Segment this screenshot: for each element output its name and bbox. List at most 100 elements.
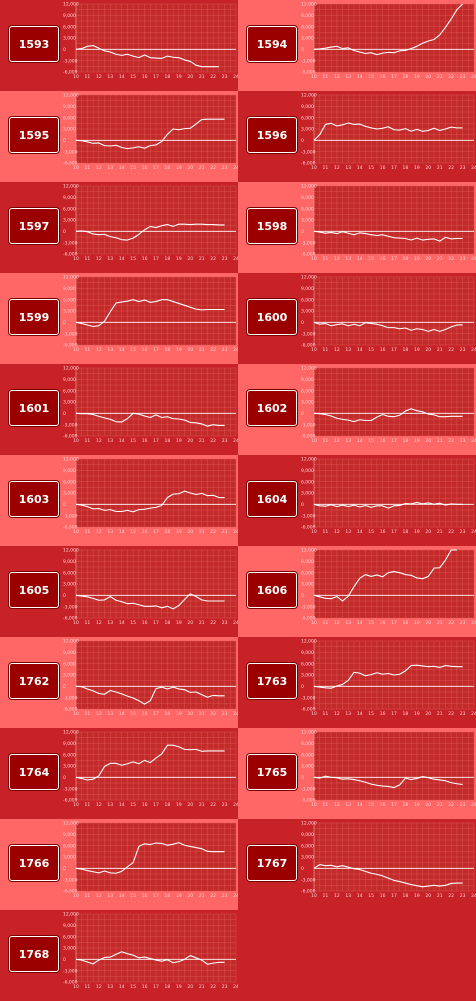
chart-id-button[interactable]: 1606 [247, 572, 297, 608]
y-tick-label: 12,000 [63, 912, 79, 918]
x-tick-label: 23 [460, 165, 466, 171]
chart-id-button[interactable]: 1593 [9, 26, 59, 62]
chart-id-button[interactable]: 1598 [247, 208, 297, 244]
chart-id-button[interactable]: 1596 [247, 117, 297, 153]
x-tick-label: 12 [96, 438, 102, 444]
x-tick-label: 14 [119, 165, 125, 171]
x-tick-label: 23 [460, 802, 466, 808]
y-tick-label: 6,000 [301, 388, 314, 394]
x-tick-label: 10 [73, 620, 79, 626]
series-line [313, 775, 463, 789]
y-tick-label: 0 [301, 138, 304, 144]
chart-id-button[interactable]: 1601 [9, 390, 59, 426]
x-tick-label: 16 [142, 165, 148, 171]
chart-id-button[interactable]: 1765 [247, 754, 297, 790]
chart-id-button[interactable]: 1603 [9, 481, 59, 517]
x-tick-label: 19 [414, 620, 420, 626]
chart-id-button[interactable]: 1599 [9, 299, 59, 335]
y-tick-label: 0 [63, 229, 66, 235]
chart-id-button[interactable]: 1594 [247, 26, 297, 62]
x-tick-label: 15 [130, 74, 136, 80]
chart-cell-1767: 1767 12,000 9,000 6,000 3,000 0 -3,000 -6,000 10… [238, 819, 476, 910]
y-tick-label: 3,000 [301, 855, 314, 861]
y-tick-label: -6,000 [63, 707, 78, 713]
x-tick-label: 21 [199, 620, 205, 626]
y-tick-label: 12,000 [301, 639, 317, 645]
chart-id-button[interactable]: 1605 [9, 572, 59, 608]
x-tick-label: 16 [142, 529, 148, 535]
chart-id-button[interactable]: 1595 [9, 117, 59, 153]
series-line [75, 490, 225, 513]
x-tick-label: 21 [437, 74, 443, 80]
y-tick-label: 3,000 [63, 855, 76, 861]
y-tick-label: -3,000 [63, 422, 78, 428]
y-tick-label: 12,000 [63, 366, 79, 372]
x-tick-label: 12 [334, 893, 340, 899]
x-tick-label: 20 [425, 438, 431, 444]
chart-id-button[interactable]: 1767 [247, 845, 297, 881]
chart-cell-1762: 1762 12,000 9,000 6,000 3,000 0 -3,000 -6,000 10… [0, 637, 238, 728]
series-line [75, 412, 225, 427]
y-tick-label: 12,000 [301, 821, 317, 827]
y-tick-label: 0 [63, 47, 66, 53]
x-tick-label: 20 [425, 256, 431, 262]
x-tick-label: 13 [107, 711, 113, 717]
chart-id-button[interactable]: 1762 [9, 663, 59, 699]
y-tick-label: 12,000 [63, 184, 79, 190]
y-tick-label: -3,000 [63, 968, 78, 974]
y-tick-label: 9,000 [301, 104, 314, 110]
chart-id-button[interactable]: 1604 [247, 481, 297, 517]
x-tick-label: 17 [153, 711, 159, 717]
y-tick-label: 0 [301, 229, 304, 235]
x-tick-label: 14 [357, 711, 363, 717]
x-tick-label: 23 [222, 802, 228, 808]
y-tick-label: -6,000 [301, 343, 316, 349]
x-tick-label: 11 [323, 620, 329, 626]
series-line [75, 118, 225, 150]
x-tick-label: 17 [391, 438, 397, 444]
x-tick-label: 13 [345, 438, 351, 444]
y-tick-label: 3,000 [301, 400, 314, 406]
x-tick-label: 13 [107, 165, 113, 171]
x-tick-label: 20 [187, 347, 193, 353]
y-tick-label: -3,000 [301, 786, 316, 792]
x-tick-label: 19 [414, 802, 420, 808]
x-tick-label: 22 [448, 256, 454, 262]
x-tick-label: 21 [199, 893, 205, 899]
chart-id-button[interactable]: 1768 [9, 936, 59, 972]
y-tick-label: 9,000 [63, 923, 76, 929]
x-tick-label: 12 [96, 529, 102, 535]
chart-cell-1599: 1599 12,000 9,000 6,000 3,000 0 -3,000 -6,000 10… [0, 273, 238, 364]
x-tick-label: 24 [233, 165, 238, 171]
chart-cell-1764: 1764 12,000 9,000 6,000 3,000 0 -3,000 -6,000 10… [0, 728, 238, 819]
x-tick-label: 20 [187, 165, 193, 171]
x-tick-label: 13 [107, 802, 113, 808]
y-tick-label: 6,000 [63, 206, 76, 212]
x-tick-label: 22 [448, 347, 454, 353]
chart-id-button[interactable]: 1602 [247, 390, 297, 426]
x-tick-label: 23 [222, 620, 228, 626]
y-tick-label: 3,000 [63, 36, 76, 42]
chart-id-button[interactable]: 1763 [247, 663, 297, 699]
x-tick-label: 24 [233, 438, 238, 444]
x-tick-label: 20 [187, 438, 193, 444]
chart-id-button[interactable]: 1600 [247, 299, 297, 335]
x-tick-label: 19 [176, 256, 182, 262]
x-tick-label: 20 [425, 711, 431, 717]
chart-id-button[interactable]: 1597 [9, 208, 59, 244]
chart-id-button[interactable]: 1764 [9, 754, 59, 790]
x-tick-label: 18 [165, 620, 171, 626]
x-tick-label: 21 [199, 438, 205, 444]
x-tick-label: 19 [176, 620, 182, 626]
y-tick-label: 0 [301, 593, 304, 599]
y-tick-label: 9,000 [63, 559, 76, 565]
chart-id-button[interactable]: 1766 [9, 845, 59, 881]
x-tick-label: 12 [334, 438, 340, 444]
x-tick-label: 11 [85, 620, 91, 626]
x-tick-label: 24 [233, 620, 238, 626]
x-tick-label: 14 [119, 438, 125, 444]
